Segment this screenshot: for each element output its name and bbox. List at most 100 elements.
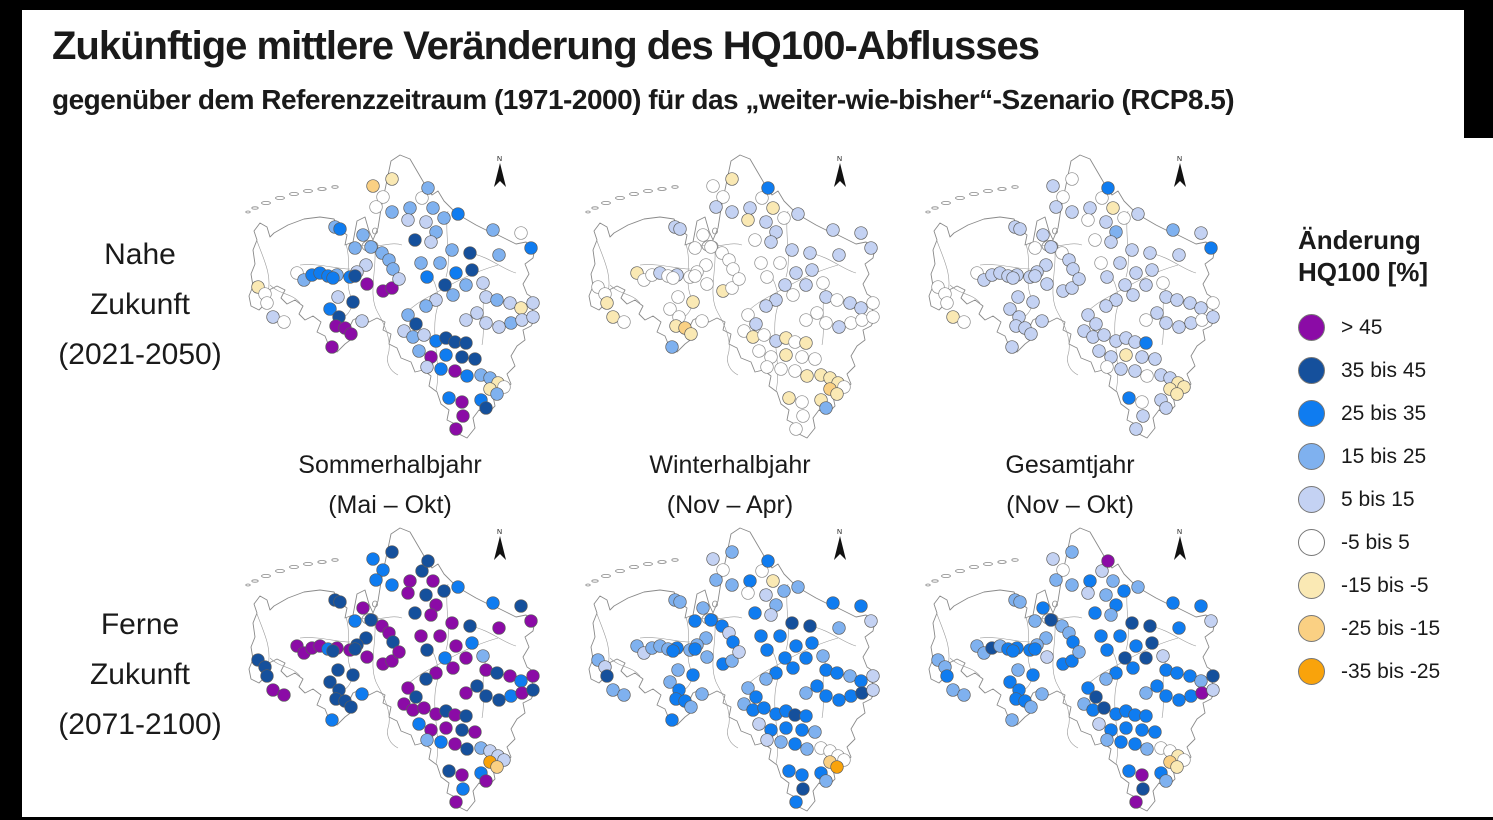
- station-dot: [1113, 256, 1127, 270]
- legend-swatch-icon: [1298, 486, 1325, 513]
- station-dot: [526, 296, 540, 310]
- station-dot: [754, 256, 768, 270]
- station-dot: [437, 584, 451, 598]
- station-dot: [788, 708, 802, 722]
- station-dot: [1159, 663, 1173, 677]
- map-svg: [585, 527, 880, 812]
- row-label-ferne-zukunft: Ferne Zukunft (2071-2100): [34, 600, 246, 750]
- row-label-nahe-zukunft: Nahe Zukunft (2021-2050): [34, 230, 246, 380]
- station-dot: [686, 668, 700, 682]
- station-dot: [1139, 709, 1153, 723]
- station-dot: [446, 288, 460, 302]
- station-dot: [696, 228, 710, 242]
- station-dot: [1088, 606, 1102, 620]
- station-dot: [854, 674, 868, 688]
- station-dot: [1145, 263, 1159, 277]
- row-label-line: Ferne: [100, 608, 180, 641]
- station-dot: [864, 614, 878, 628]
- station-dot: [460, 369, 474, 383]
- station-dot: [1194, 674, 1208, 688]
- station-dot: [385, 654, 399, 668]
- station-dot: [417, 701, 431, 715]
- station-dot: [788, 737, 802, 751]
- station-dot: [1139, 278, 1153, 292]
- station-dot: [795, 350, 809, 364]
- legend-item: 25 bis 35: [1298, 392, 1493, 435]
- station-dot: [1006, 644, 1020, 658]
- station-dot: [843, 296, 857, 310]
- station-dot: [1099, 588, 1113, 602]
- station-dot: [1072, 645, 1086, 659]
- station-dot: [1026, 295, 1040, 309]
- station-dot: [830, 387, 844, 401]
- legend-item: 15 bis 25: [1298, 435, 1493, 478]
- station-dot: [463, 246, 477, 260]
- station-dot: [442, 764, 456, 778]
- station-dot: [1011, 663, 1025, 677]
- station-dot: [940, 669, 954, 683]
- map-nahe-winterhalbjahr: [580, 145, 880, 445]
- station-dot: [706, 552, 720, 566]
- station-dot: [514, 301, 528, 315]
- station-dot: [356, 601, 370, 615]
- station-dot: [1106, 574, 1120, 588]
- legend-item: -35 bis -25: [1298, 650, 1493, 693]
- station-dot: [1065, 205, 1079, 219]
- station-dot: [1159, 774, 1173, 788]
- legend-item: -5 bis 5: [1298, 521, 1493, 564]
- station-dot: [1183, 669, 1197, 683]
- station-dot: [359, 258, 373, 272]
- station-dot: [385, 172, 399, 186]
- station-dot: [524, 241, 538, 255]
- station-dot: [1172, 320, 1186, 334]
- legend-item-label: 35 bis 45: [1341, 358, 1427, 382]
- station-dot: [796, 782, 810, 796]
- station-dot: [355, 314, 369, 328]
- station-dot: [805, 636, 819, 650]
- station-dot: [455, 768, 469, 782]
- station-dot: [415, 564, 429, 578]
- station-dot: [1131, 207, 1145, 221]
- station-dot: [673, 222, 687, 236]
- station-dot: [1026, 668, 1040, 682]
- station-dot: [1039, 258, 1053, 272]
- station-dot: [1109, 293, 1123, 307]
- legend-item-label: -15 bis -5: [1341, 573, 1429, 597]
- station-dot: [403, 574, 417, 588]
- station-dot: [789, 639, 803, 653]
- station-dot: [830, 760, 844, 774]
- station-dot: [1106, 201, 1120, 215]
- station-dot: [406, 330, 420, 344]
- station-dot: [392, 645, 406, 659]
- station-dot: [429, 293, 443, 307]
- station-dot: [1099, 299, 1113, 313]
- station-dot: [401, 213, 415, 227]
- station-dot: [460, 742, 474, 756]
- station-dot: [455, 350, 469, 364]
- legend-item-label: 25 bis 35: [1341, 401, 1427, 425]
- station-dot: [864, 241, 878, 255]
- station-dot: [1170, 760, 1184, 774]
- station-dot: [671, 663, 685, 677]
- station-dot: [1099, 672, 1113, 686]
- station-dot: [725, 654, 739, 668]
- station-dot: [326, 644, 340, 658]
- station-dot: [470, 306, 484, 320]
- station-dot: [408, 233, 422, 247]
- column-label-line: Sommerhalbjahr: [298, 451, 482, 479]
- station-dot: [401, 681, 415, 695]
- station-dot: [760, 360, 774, 374]
- legend-item: 5 bis 15: [1298, 478, 1493, 521]
- station-dot: [1122, 764, 1136, 778]
- station-dot: [476, 276, 490, 290]
- station-dot: [1046, 552, 1060, 566]
- station-dot: [1172, 693, 1186, 707]
- station-dot: [854, 301, 868, 315]
- station-dot: [526, 310, 540, 324]
- station-dot: [789, 422, 803, 436]
- station-dot: [1143, 246, 1157, 260]
- station-dot: [266, 683, 280, 697]
- station-dot: [1135, 723, 1149, 737]
- station-dot: [456, 782, 470, 796]
- station-dot: [1024, 327, 1038, 341]
